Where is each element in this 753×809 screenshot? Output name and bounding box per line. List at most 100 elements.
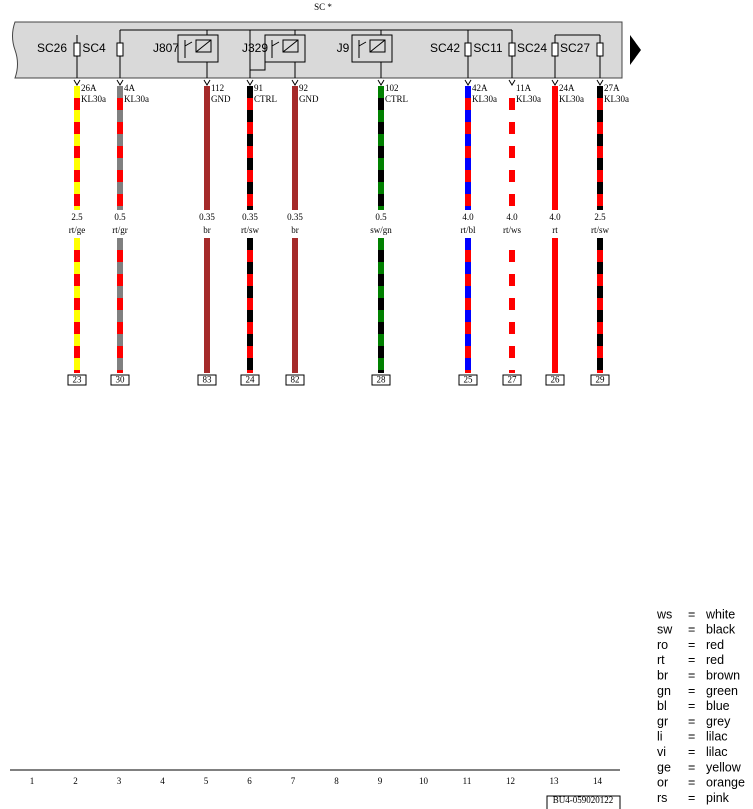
wire-stripe [74,334,80,346]
wire-color: rt/ge [69,225,86,235]
wire-stripe [597,286,603,298]
wire-stripe [117,134,123,146]
wire-arrow [377,79,385,86]
pin-box [590,374,610,386]
wire-stripe [247,322,253,334]
wire-color: br [291,225,299,235]
wire-stripe [597,170,603,182]
wire-stripe [465,146,471,158]
legend-meaning: grey [706,714,731,728]
wire-stripe [247,134,253,146]
legend-meaning: red [706,638,724,652]
component-label: J807 [153,41,179,55]
legend-meaning: white [705,607,735,621]
wire-stripe [378,346,384,358]
wire-stripe [509,134,515,146]
grid-number: 4 [160,776,165,786]
wire-stripe [597,274,603,286]
wire-stripe [509,98,515,110]
pin-box [197,374,217,386]
legend-meaning: green [706,684,738,698]
component-bar: SC26 SC4 J807 J329 J9 SC42 SC11 SC24 SC27 [12,21,641,79]
wire [204,86,210,210]
fuse [551,42,559,57]
wire-stripe [509,370,515,373]
wire-stripe [247,346,253,358]
wire-stripe [74,146,80,158]
legend-code: sw [657,623,673,637]
wire-color: rt/sw [591,225,610,235]
title: SC * [314,2,332,12]
wire-stripe [597,370,603,373]
wire-stripe [597,346,603,358]
wire-arrow [73,79,81,86]
grid-number: 9 [378,776,383,786]
grid-number: 11 [463,776,472,786]
relay-coil [282,39,299,53]
wire-stripe [117,146,123,158]
terminal: 4A [124,83,136,93]
wire-stripe [247,158,253,170]
wire-stripe [465,86,471,98]
wire-size: 0.5 [114,212,126,222]
wire-stripe [597,134,603,146]
wire-stripe [74,346,80,358]
fuse [464,42,472,57]
wire-stripe [465,170,471,182]
wire-color: rt/bl [461,225,476,235]
relay [351,34,393,63]
wire-stripe [74,98,80,110]
wire-stripe [378,206,384,210]
footer-box [546,795,621,809]
pin: 28 [377,375,387,385]
grid-number: 3 [117,776,122,786]
wire-stripe [117,346,123,358]
legend-meaning: lilac [706,730,728,744]
wire-stripe [117,182,123,194]
wire-size: 4.0 [549,212,561,222]
wire-stripe [74,262,80,274]
wire-stripe [74,274,80,286]
function: GND [299,94,319,104]
legend-eq: = [688,745,695,759]
wire-size: 4.0 [462,212,474,222]
pin: 25 [464,375,474,385]
wire-stripe [247,298,253,310]
wire-stripe [247,206,253,210]
component-label: SC4 [82,41,106,55]
wire-stripe [509,262,515,274]
pin: 23 [73,375,83,385]
legend-code: bl [657,699,667,713]
grid-number: 8 [334,776,339,786]
wire-stripe [509,194,515,206]
wire-stripe [509,274,515,286]
wire-stripe [465,98,471,110]
grid-number: 13 [550,776,560,786]
grid-number: 14 [593,776,603,786]
wire-stripe [117,286,123,298]
pin: 82 [291,375,300,385]
wire-arrow [508,79,516,86]
wire-stripe [247,170,253,182]
grid-number: 12 [506,776,515,786]
wire-stripe [247,182,253,194]
wire-stripe [378,334,384,346]
wire-stripe [509,170,515,182]
wire-stripe [597,310,603,322]
legend-meaning: lilac [706,745,728,759]
wire-stripe [597,146,603,158]
terminal: 91 [254,83,263,93]
wire-stripe [378,86,384,98]
legend-code: li [657,730,663,744]
legend-code: rs [657,791,667,805]
wire-stripe [74,158,80,170]
wire-stripe [74,286,80,298]
wire-stripe [465,274,471,286]
wire [204,238,210,373]
wire-stripe [509,238,515,250]
wire-stripe [597,206,603,210]
pin-box [240,374,260,386]
fuse [116,42,124,57]
legend-eq: = [688,730,695,744]
wire-stripe [378,98,384,110]
